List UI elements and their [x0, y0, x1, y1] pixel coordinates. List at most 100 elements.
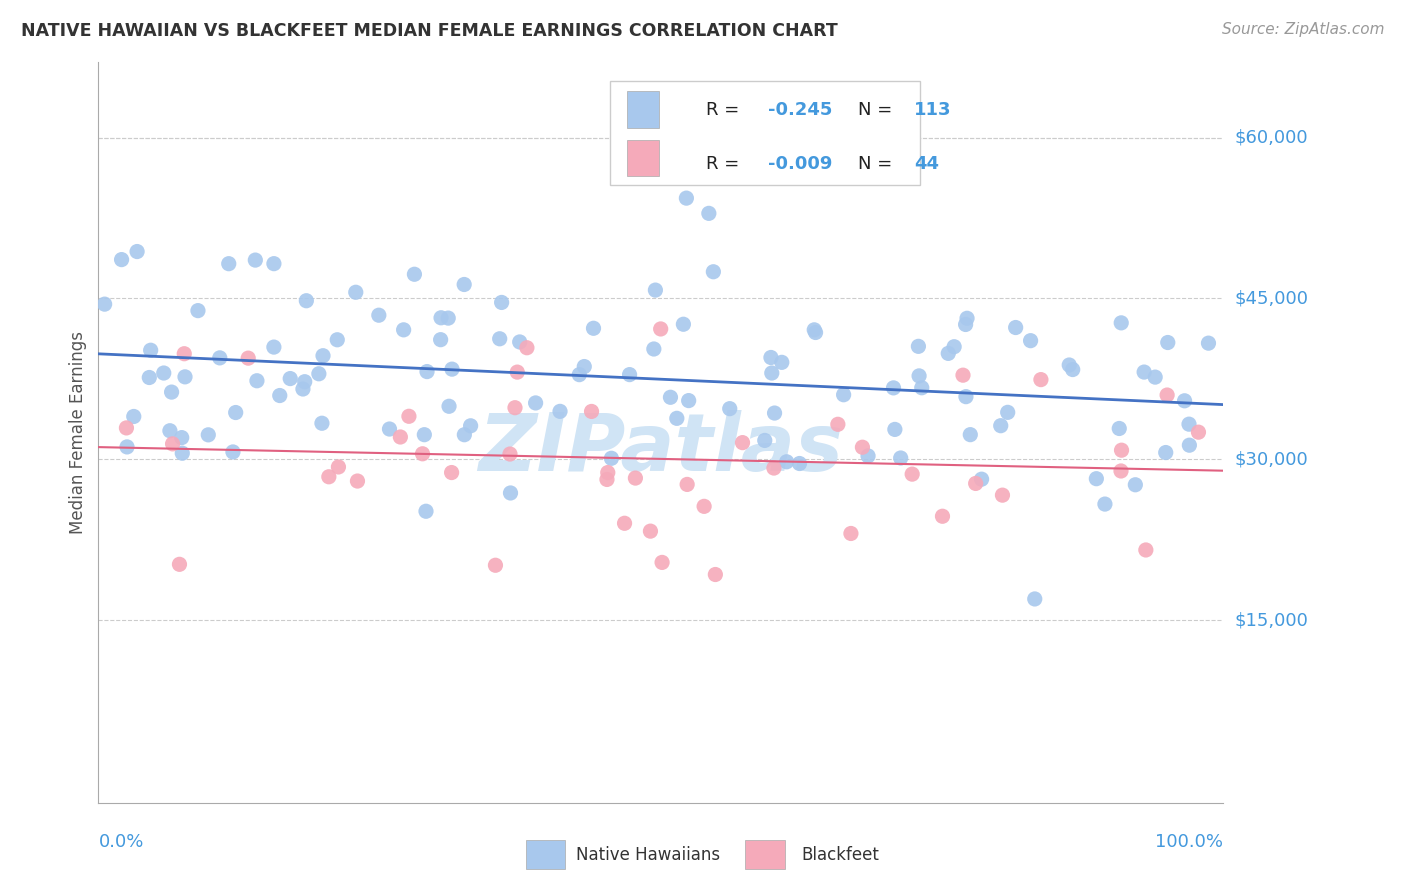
Point [901, 467, 924, 482]
Point [582, 321, 605, 335]
Text: N =: N = [858, 101, 897, 119]
Text: $15,000: $15,000 [1234, 611, 1308, 630]
Point [1111, 443, 1133, 458]
Point [702, 265, 724, 279]
Point [430, 310, 453, 325]
Point [613, 516, 636, 531]
Point [392, 323, 415, 337]
Point [127, 244, 149, 259]
Point [997, 405, 1019, 419]
Point [311, 416, 333, 430]
Text: NATIVE HAWAIIAN VS BLACKFEET MEDIAN FEMALE EARNINGS CORRELATION CHART: NATIVE HAWAIIAN VS BLACKFEET MEDIAN FEMA… [21, 22, 838, 40]
Point [1108, 421, 1130, 435]
Text: N =: N = [858, 155, 897, 173]
Point [440, 362, 463, 376]
Point [965, 476, 987, 491]
Point [672, 318, 695, 332]
Point [678, 393, 700, 408]
Point [581, 404, 603, 418]
Point [697, 206, 720, 220]
Point [659, 390, 682, 404]
Point [803, 323, 825, 337]
Text: ZIPatlas: ZIPatlas [478, 409, 844, 488]
Point [328, 459, 350, 474]
Point [516, 341, 538, 355]
Point [568, 368, 591, 382]
Point [453, 277, 475, 292]
Point [93, 297, 115, 311]
Text: R =: R = [706, 155, 745, 173]
Point [437, 311, 460, 326]
Point [1157, 335, 1180, 350]
Point [263, 340, 285, 354]
Point [651, 556, 673, 570]
Point [278, 371, 301, 385]
Point [187, 303, 209, 318]
Point [344, 285, 367, 300]
Point [911, 381, 934, 395]
Text: 44: 44 [914, 155, 939, 173]
Point [246, 374, 269, 388]
Text: R =: R = [706, 101, 745, 119]
Point [1123, 477, 1146, 491]
Text: Source: ZipAtlas.com: Source: ZipAtlas.com [1222, 22, 1385, 37]
Point [1029, 373, 1052, 387]
Point [650, 322, 672, 336]
Point [1178, 417, 1201, 432]
FancyBboxPatch shape [745, 840, 785, 870]
Point [169, 558, 191, 572]
Point [115, 440, 138, 454]
Point [832, 388, 855, 402]
Point [295, 293, 318, 308]
Point [1135, 543, 1157, 558]
Point [596, 472, 619, 486]
Point [197, 427, 219, 442]
Point [624, 471, 647, 485]
Point [1019, 334, 1042, 348]
Point [955, 318, 977, 332]
Point [326, 333, 349, 347]
Point [222, 445, 245, 459]
Point [488, 332, 510, 346]
Point [152, 366, 174, 380]
Point [1156, 388, 1178, 402]
Text: -0.245: -0.245 [768, 101, 832, 119]
Point [503, 401, 526, 415]
Y-axis label: Median Female Earnings: Median Female Earnings [69, 331, 87, 534]
Point [245, 253, 267, 268]
FancyBboxPatch shape [627, 91, 658, 128]
Point [827, 417, 849, 432]
Point [644, 283, 666, 297]
Point [959, 427, 981, 442]
Point [600, 451, 623, 466]
Text: 0.0%: 0.0% [98, 833, 143, 851]
Text: $30,000: $30,000 [1234, 450, 1308, 468]
Point [931, 509, 953, 524]
Point [718, 401, 741, 416]
Point [389, 430, 412, 444]
Point [1154, 445, 1177, 459]
Point [970, 472, 993, 486]
Point [775, 455, 797, 469]
Point [312, 349, 335, 363]
Point [1174, 393, 1197, 408]
Point [936, 346, 959, 360]
Point [1109, 464, 1132, 478]
Text: 100.0%: 100.0% [1156, 833, 1223, 851]
Point [398, 409, 420, 424]
Point [225, 405, 247, 419]
Point [789, 457, 811, 471]
Point [675, 191, 697, 205]
Point [524, 396, 547, 410]
Point [762, 461, 785, 475]
Point [754, 434, 776, 448]
Point [1004, 320, 1026, 334]
Point [956, 311, 979, 326]
Point [761, 366, 783, 380]
Point [1094, 497, 1116, 511]
Point [574, 359, 596, 374]
Point [907, 339, 929, 353]
Point [619, 368, 641, 382]
Point [170, 431, 193, 445]
Point [1057, 358, 1080, 372]
